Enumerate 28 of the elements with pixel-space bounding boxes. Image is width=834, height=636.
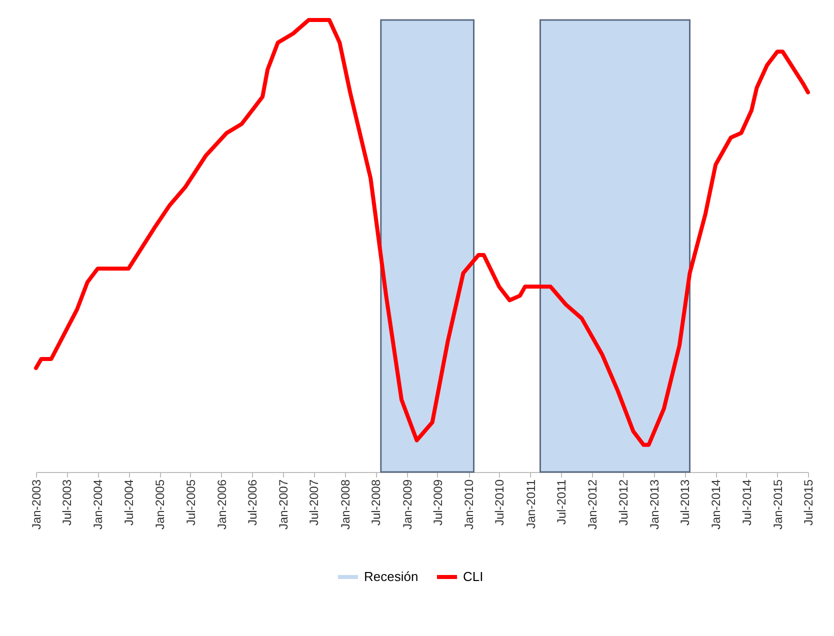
- x-tick-label: Jan-2009: [400, 479, 414, 530]
- x-tick-label: Jan-2008: [338, 479, 352, 530]
- x-tick-label: Jan-2006: [214, 479, 229, 530]
- x-tick-label: Jan-2013: [647, 479, 662, 530]
- x-tick-label: Jan-2003: [30, 479, 44, 530]
- x-tick-label: Jul-2011: [554, 479, 568, 525]
- x-tick-label: Jul-2009: [430, 479, 445, 526]
- x-tick-label: Jan-2012: [585, 479, 600, 530]
- legend-label: Recesión: [364, 569, 418, 584]
- x-tick-label: Jul-2010: [492, 479, 507, 526]
- x-tick-label: Jan-2011: [524, 479, 538, 529]
- x-tick-label: Jul-2008: [369, 479, 384, 526]
- x-tick-label: Jul-2007: [307, 479, 322, 526]
- x-tick-label: Jul-2004: [122, 479, 136, 526]
- x-tick-label: Jan-2007: [276, 479, 291, 530]
- x-tick-label: Jan-2015: [770, 479, 785, 530]
- x-tick-label: Jul-2006: [246, 479, 260, 526]
- x-tick-label: Jan-2014: [709, 479, 724, 530]
- x-tick-label: Jul-2005: [184, 479, 198, 526]
- x-tick-label: Jul-2013: [678, 479, 692, 526]
- x-tick-label: Jul-2003: [60, 479, 74, 526]
- x-tick-label: Jan-2005: [153, 479, 168, 530]
- x-tick-label: Jul-2015: [802, 479, 816, 526]
- legend-label: CLI: [463, 569, 484, 584]
- x-tick-label: Jul-2014: [740, 479, 754, 526]
- x-tick-label: Jan-2004: [91, 479, 106, 530]
- x-tick-label: Jan-2010: [462, 479, 476, 530]
- x-tick-label: Jul-2012: [616, 479, 630, 526]
